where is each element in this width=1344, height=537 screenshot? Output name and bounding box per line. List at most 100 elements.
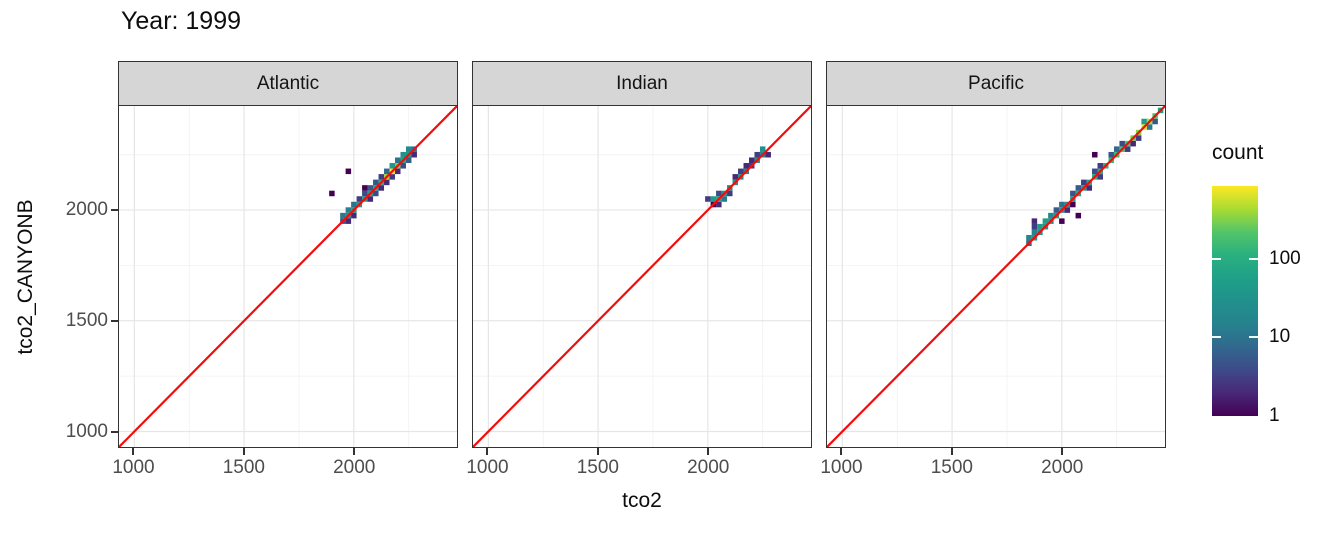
bin (329, 190, 335, 197)
bin (367, 185, 374, 191)
bin (405, 157, 412, 164)
facet-panel-pacific (826, 105, 1166, 448)
y-tick-mark (111, 320, 118, 323)
legend-tick-label: 1 (1269, 405, 1280, 426)
bin (1031, 223, 1038, 230)
bin (411, 151, 417, 158)
gridlines (473, 106, 811, 447)
bin (384, 168, 390, 175)
x-tick-label: 1500 (222, 457, 265, 478)
bin (378, 174, 385, 180)
bin (389, 174, 395, 180)
bin (405, 146, 412, 152)
bin (384, 179, 390, 186)
bin (727, 190, 733, 197)
x-tick-label: 1000 (466, 457, 509, 478)
bin (362, 190, 368, 197)
x-tick-mark (1061, 448, 1064, 455)
bin (1075, 212, 1082, 219)
bin (1064, 207, 1071, 213)
bin (1059, 201, 1065, 208)
y-tick-label: 1500 (65, 310, 108, 332)
bin (1081, 179, 1087, 186)
y-tick-mark (111, 208, 118, 211)
bin (1092, 168, 1098, 175)
bin (400, 151, 406, 158)
bin (721, 196, 728, 202)
x-tick-label: 1000 (112, 457, 155, 478)
bin (1031, 229, 1038, 235)
bin (1152, 118, 1158, 125)
bin (394, 157, 401, 164)
facet-strip-label: Atlantic (256, 72, 320, 94)
bin (1141, 118, 1147, 125)
bin (345, 218, 352, 224)
x-tick-mark (132, 448, 135, 455)
legend-tick-label: 10 (1269, 326, 1291, 348)
bin (738, 168, 744, 175)
bin (367, 196, 374, 202)
x-axis-title: tco2 (622, 489, 662, 512)
legend-tick-mark (1212, 257, 1221, 260)
bin (1053, 207, 1060, 213)
x-tick-mark (596, 448, 599, 455)
facet-strip-atlantic: Atlantic (118, 61, 458, 106)
bin (716, 190, 722, 197)
bin (373, 179, 379, 186)
bin (765, 151, 771, 158)
x-tick-label: 1500 (576, 457, 619, 478)
bin (378, 185, 385, 191)
x-tick-label: 2000 (1041, 457, 1084, 478)
bin (1026, 234, 1032, 241)
x-tick-mark (840, 448, 843, 455)
bin (373, 190, 379, 197)
legend-tick-label: 100 (1269, 247, 1301, 269)
bin (748, 157, 755, 164)
bin (1037, 223, 1043, 230)
bin (1130, 140, 1136, 147)
bin (1092, 151, 1098, 158)
gridlines (119, 106, 457, 447)
facet-panel-atlantic (118, 105, 458, 448)
bin (1097, 163, 1103, 169)
bin (1097, 174, 1103, 180)
x-tick-label: 2000 (687, 457, 730, 478)
bin (345, 207, 352, 213)
x-tick-mark (242, 448, 245, 455)
x-tick-label: 2000 (333, 457, 376, 478)
y-tick-label: 1000 (65, 421, 108, 443)
y-axis-title: tco2_CANYONB (14, 199, 37, 355)
facet-panel-indian (472, 105, 812, 448)
plot-title: Year: 1999 (121, 7, 242, 35)
bins-layer (329, 146, 417, 224)
identity-line (473, 106, 811, 447)
bin (1070, 190, 1076, 197)
bin (1124, 146, 1131, 152)
bin (1075, 185, 1082, 191)
bin (1042, 218, 1049, 224)
bin (1031, 218, 1038, 224)
x-tick-label: 1500 (930, 457, 973, 478)
bin (1108, 151, 1114, 158)
bin (759, 146, 766, 152)
x-tick-label: 1000 (820, 457, 863, 478)
identity-line (119, 106, 457, 447)
legend-title: count (1212, 141, 1264, 164)
identity-line (827, 106, 1165, 447)
bin (394, 168, 401, 175)
y-tick-mark (111, 431, 118, 434)
bin (1135, 135, 1142, 141)
bin (1048, 212, 1054, 219)
facet-strip-label: Indian (616, 72, 668, 94)
bin (1086, 185, 1093, 191)
bin (340, 212, 346, 219)
bin (1119, 140, 1125, 147)
x-tick-mark (707, 448, 710, 455)
facet-strip-pacific: Pacific (826, 61, 1166, 106)
facet-strip-label: Pacific (968, 72, 1024, 94)
bin (389, 163, 395, 169)
bin (362, 185, 368, 191)
bin (351, 212, 357, 219)
y-tick-label: 2000 (65, 198, 108, 220)
bin (1146, 124, 1153, 130)
